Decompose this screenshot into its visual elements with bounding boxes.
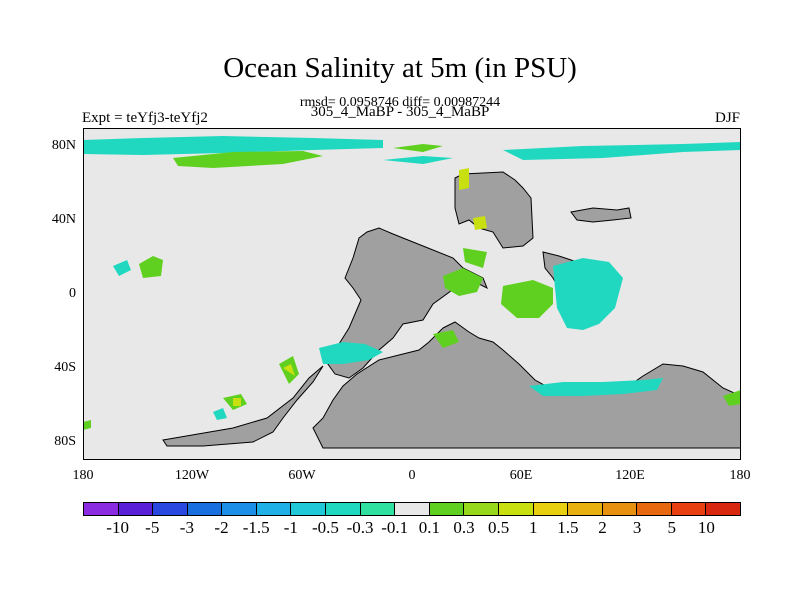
colorbar-tick-label: 1 <box>528 518 538 537</box>
colorbar-swatch <box>568 503 603 515</box>
anomaly-region <box>503 142 741 160</box>
anomaly-region <box>443 268 483 296</box>
stats-line: rmsd= 0.0958746 diff= 0.00987244 <box>299 95 501 110</box>
anomaly-region <box>113 260 131 276</box>
anomaly-region <box>139 256 163 278</box>
colorbar-tick-label: 0.3 <box>453 518 475 537</box>
x-tick-label: 120E <box>615 468 645 483</box>
colorbar-tick-label: -3 <box>179 518 194 537</box>
land-mass <box>324 227 488 379</box>
colorbar-tick-label: 1.5 <box>557 518 579 537</box>
season-label: DJF <box>714 110 740 126</box>
colorbar-tick-label: -1.5 <box>242 518 270 537</box>
colorbar-tick-label: -1 <box>283 518 298 537</box>
colorbar-tick-label: 3 <box>632 518 642 537</box>
y-tick-label: 40S <box>54 360 76 375</box>
colorbar-swatch <box>395 503 430 515</box>
anomaly-region <box>433 330 459 348</box>
anomaly-region <box>83 420 91 430</box>
land-mass <box>454 171 534 249</box>
anomaly-region <box>459 168 469 190</box>
colorbar <box>83 502 741 516</box>
anomaly-region <box>553 258 623 330</box>
experiment-center-label: 305_4_MaBP - 305_4_MaBP <box>310 104 490 120</box>
colorbar-swatch <box>602 503 638 515</box>
colorbar-swatch <box>706 503 740 515</box>
land-mass <box>570 207 632 223</box>
colorbar-swatch <box>153 503 188 515</box>
anomaly-region <box>319 342 383 364</box>
colorbar-tick-label: 0.1 <box>418 518 440 537</box>
x-tick-label: 0 <box>408 468 416 483</box>
colorbar-swatch <box>360 503 396 515</box>
x-tick-label: 180 <box>72 468 94 483</box>
colorbar-tick-label: 5 <box>667 518 676 537</box>
anomaly-region <box>83 136 383 155</box>
anomaly-region <box>233 398 241 406</box>
anomaly-region <box>173 151 323 168</box>
land-mass <box>162 365 324 447</box>
colorbar-swatch <box>326 503 361 515</box>
colorbar-swatch <box>429 503 465 515</box>
anomaly-region <box>529 378 663 396</box>
colorbar-swatch <box>256 503 292 515</box>
land-mass <box>312 321 741 449</box>
colorbar-tick-label: -10 <box>106 518 129 537</box>
anomaly-region <box>283 364 295 376</box>
colorbar-tick-label: -0.3 <box>346 518 374 537</box>
map-frame <box>83 128 741 460</box>
colorbar-swatch <box>187 503 223 515</box>
colorbar-swatch <box>222 503 257 515</box>
anomaly-region <box>501 280 553 318</box>
colorbar-tick-label: -2 <box>214 518 229 537</box>
y-tick-label: 0 <box>69 286 76 301</box>
anomaly-region <box>383 156 453 164</box>
colorbar-swatch <box>533 503 569 515</box>
x-tick-label: 180 <box>729 468 751 483</box>
y-tick-label: 80S <box>54 434 76 449</box>
colorbar-swatch <box>84 503 119 515</box>
colorbar-tick-label: 0.5 <box>487 518 510 537</box>
anomaly-region <box>473 216 487 230</box>
colorbar-tick-label: -0.1 <box>381 518 409 537</box>
colorbar-tick-label: 10 <box>697 518 715 537</box>
colorbar-swatch <box>498 503 534 515</box>
y-tick-label: 80N <box>51 138 76 153</box>
colorbar-tick-label: 2 <box>598 518 607 537</box>
x-tick-label: 120W <box>174 468 210 483</box>
anomaly-region <box>393 144 443 152</box>
colorbar-tick-label: -0.5 <box>311 518 339 537</box>
chart-title: Ocean Salinity at 5m (in PSU) <box>223 52 577 84</box>
x-tick-label: 60E <box>509 468 533 483</box>
y-tick-label: 40N <box>51 212 76 227</box>
x-tick-label: 60W <box>288 468 316 483</box>
anomaly-region <box>723 390 741 406</box>
colorbar-swatch <box>118 503 154 515</box>
anomaly-region <box>463 248 487 268</box>
colorbar-swatch <box>464 503 499 515</box>
colorbar-swatch <box>671 503 707 515</box>
experiment-left-label: Expt = teYfj3-teYfj2 <box>82 110 208 126</box>
salinity-map <box>83 128 741 460</box>
colorbar-tick-label: -5 <box>145 518 160 537</box>
anomaly-region <box>213 408 227 420</box>
colorbar-swatch <box>637 503 672 515</box>
colorbar-swatch <box>291 503 327 515</box>
